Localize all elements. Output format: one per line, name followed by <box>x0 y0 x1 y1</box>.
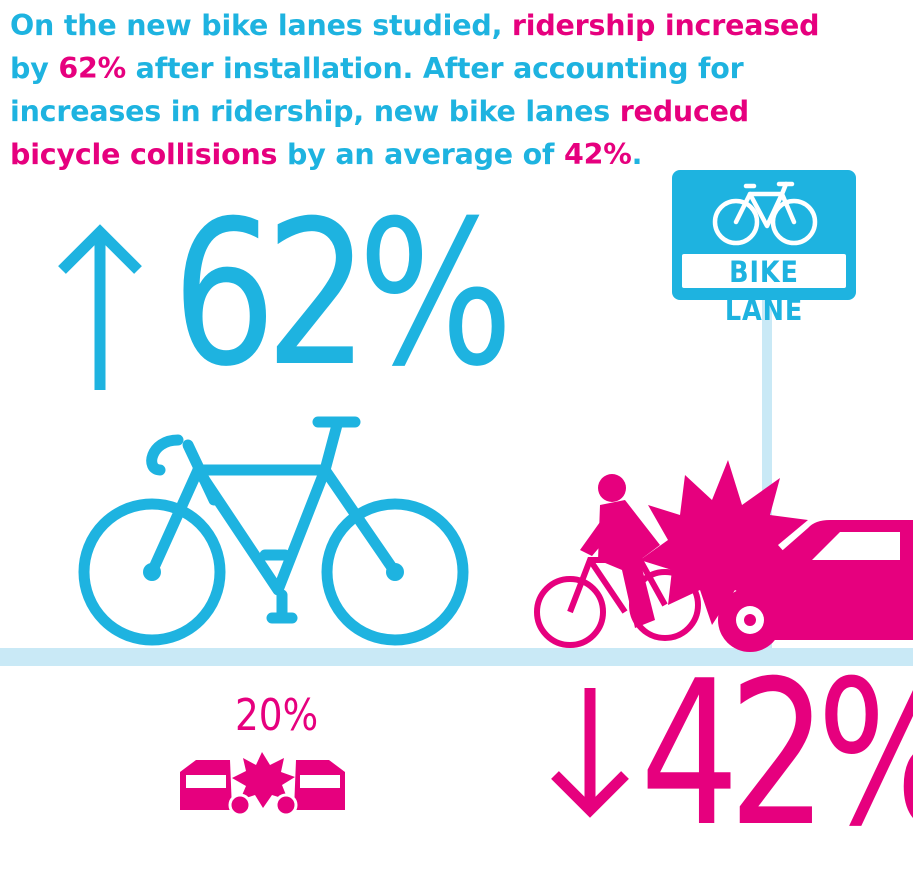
baseline-stat: 20% <box>235 690 319 741</box>
headline-line-1: On the new bike lanes studied, ridership… <box>10 9 820 42</box>
sign-bicycle-icon <box>712 181 818 246</box>
headline: On the new bike lanes studied, ridership… <box>10 4 910 176</box>
bicycle-hubs <box>143 563 404 581</box>
ridership-stat: 62% <box>172 178 514 411</box>
sign-post <box>762 300 772 650</box>
up-arrow-icon <box>58 224 142 390</box>
headline-line-4: bicycle collisions by an average of 42%. <box>10 138 643 171</box>
car-crash-icon <box>180 752 345 817</box>
cyclist-icon <box>534 474 701 648</box>
headline-line-3: increases in ridership, new bike lanes r… <box>10 95 750 128</box>
sign-label: BIKE LANE <box>724 255 804 327</box>
collision-stat: 42% <box>640 638 913 871</box>
illustration-layer <box>0 224 913 818</box>
headline-line-2: by 62% after installation. After account… <box>10 52 744 85</box>
ground-line <box>0 648 913 666</box>
down-arrow-icon <box>551 688 629 818</box>
bike-lane-sign-icon: BIKE LANE <box>672 170 856 327</box>
sign-label-panel: BIKE LANE <box>682 254 846 327</box>
bicycle-icon <box>78 416 469 646</box>
car-icon <box>718 520 913 652</box>
